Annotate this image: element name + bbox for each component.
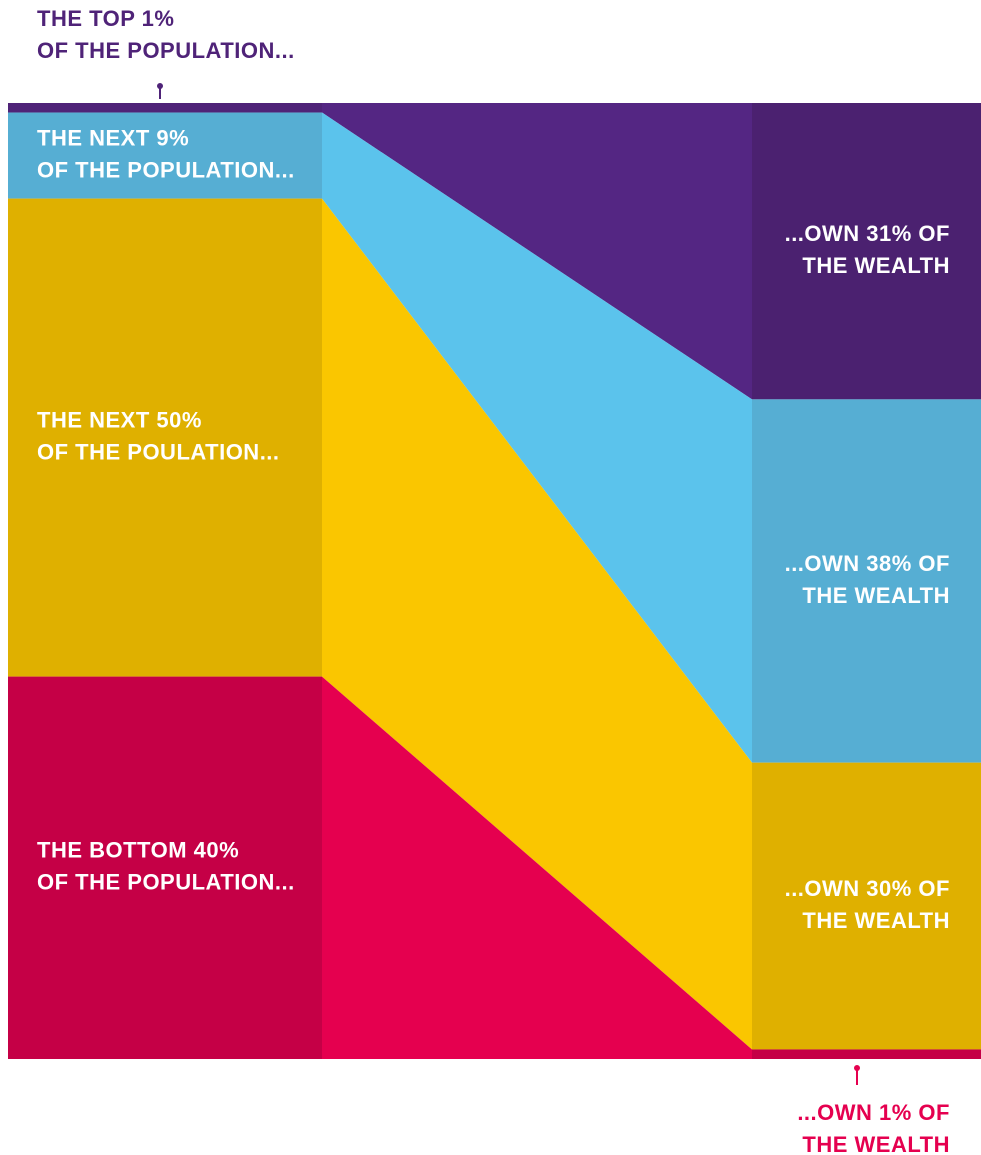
flow-band	[322, 103, 752, 400]
population-bar	[8, 676, 322, 1059]
wealth-label: THE WEALTH	[802, 908, 950, 933]
population-bar	[8, 112, 322, 199]
flow-band	[322, 112, 752, 763]
population-label: THE BOTTOM 40%	[37, 838, 239, 863]
wealth-bar	[752, 762, 981, 1050]
wealth-label: ...OWN 1% OF	[797, 1100, 950, 1125]
wealth-label: THE WEALTH	[802, 253, 950, 278]
population-label: OF THE POULATION...	[37, 439, 280, 464]
population-label: OF THE POPULATION...	[37, 38, 295, 63]
population-label: THE NEXT 50%	[37, 407, 202, 432]
wealth-label: THE WEALTH	[802, 1132, 950, 1155]
population-label: THE NEXT 9%	[37, 125, 189, 150]
population-label: OF THE POPULATION...	[37, 870, 295, 895]
flow-band	[322, 676, 752, 1059]
pointers	[157, 83, 860, 1085]
flow-band	[322, 198, 752, 1050]
wealth-label: ...OWN 30% OF	[785, 876, 950, 901]
wealth-bar	[752, 1049, 981, 1059]
population-label: THE TOP 1%	[37, 6, 174, 31]
population-label: OF THE POPULATION...	[37, 157, 295, 182]
wealth-bar	[752, 103, 981, 400]
wealth-label: ...OWN 31% OF	[785, 221, 950, 246]
wealth-label: THE WEALTH	[802, 583, 950, 608]
wealth-label: ...OWN 38% OF	[785, 551, 950, 576]
population-bar	[8, 103, 322, 113]
pointer-dot	[157, 83, 163, 89]
pointer-dot	[854, 1065, 860, 1071]
wealth-bar	[752, 399, 981, 763]
population-bar	[8, 198, 322, 677]
